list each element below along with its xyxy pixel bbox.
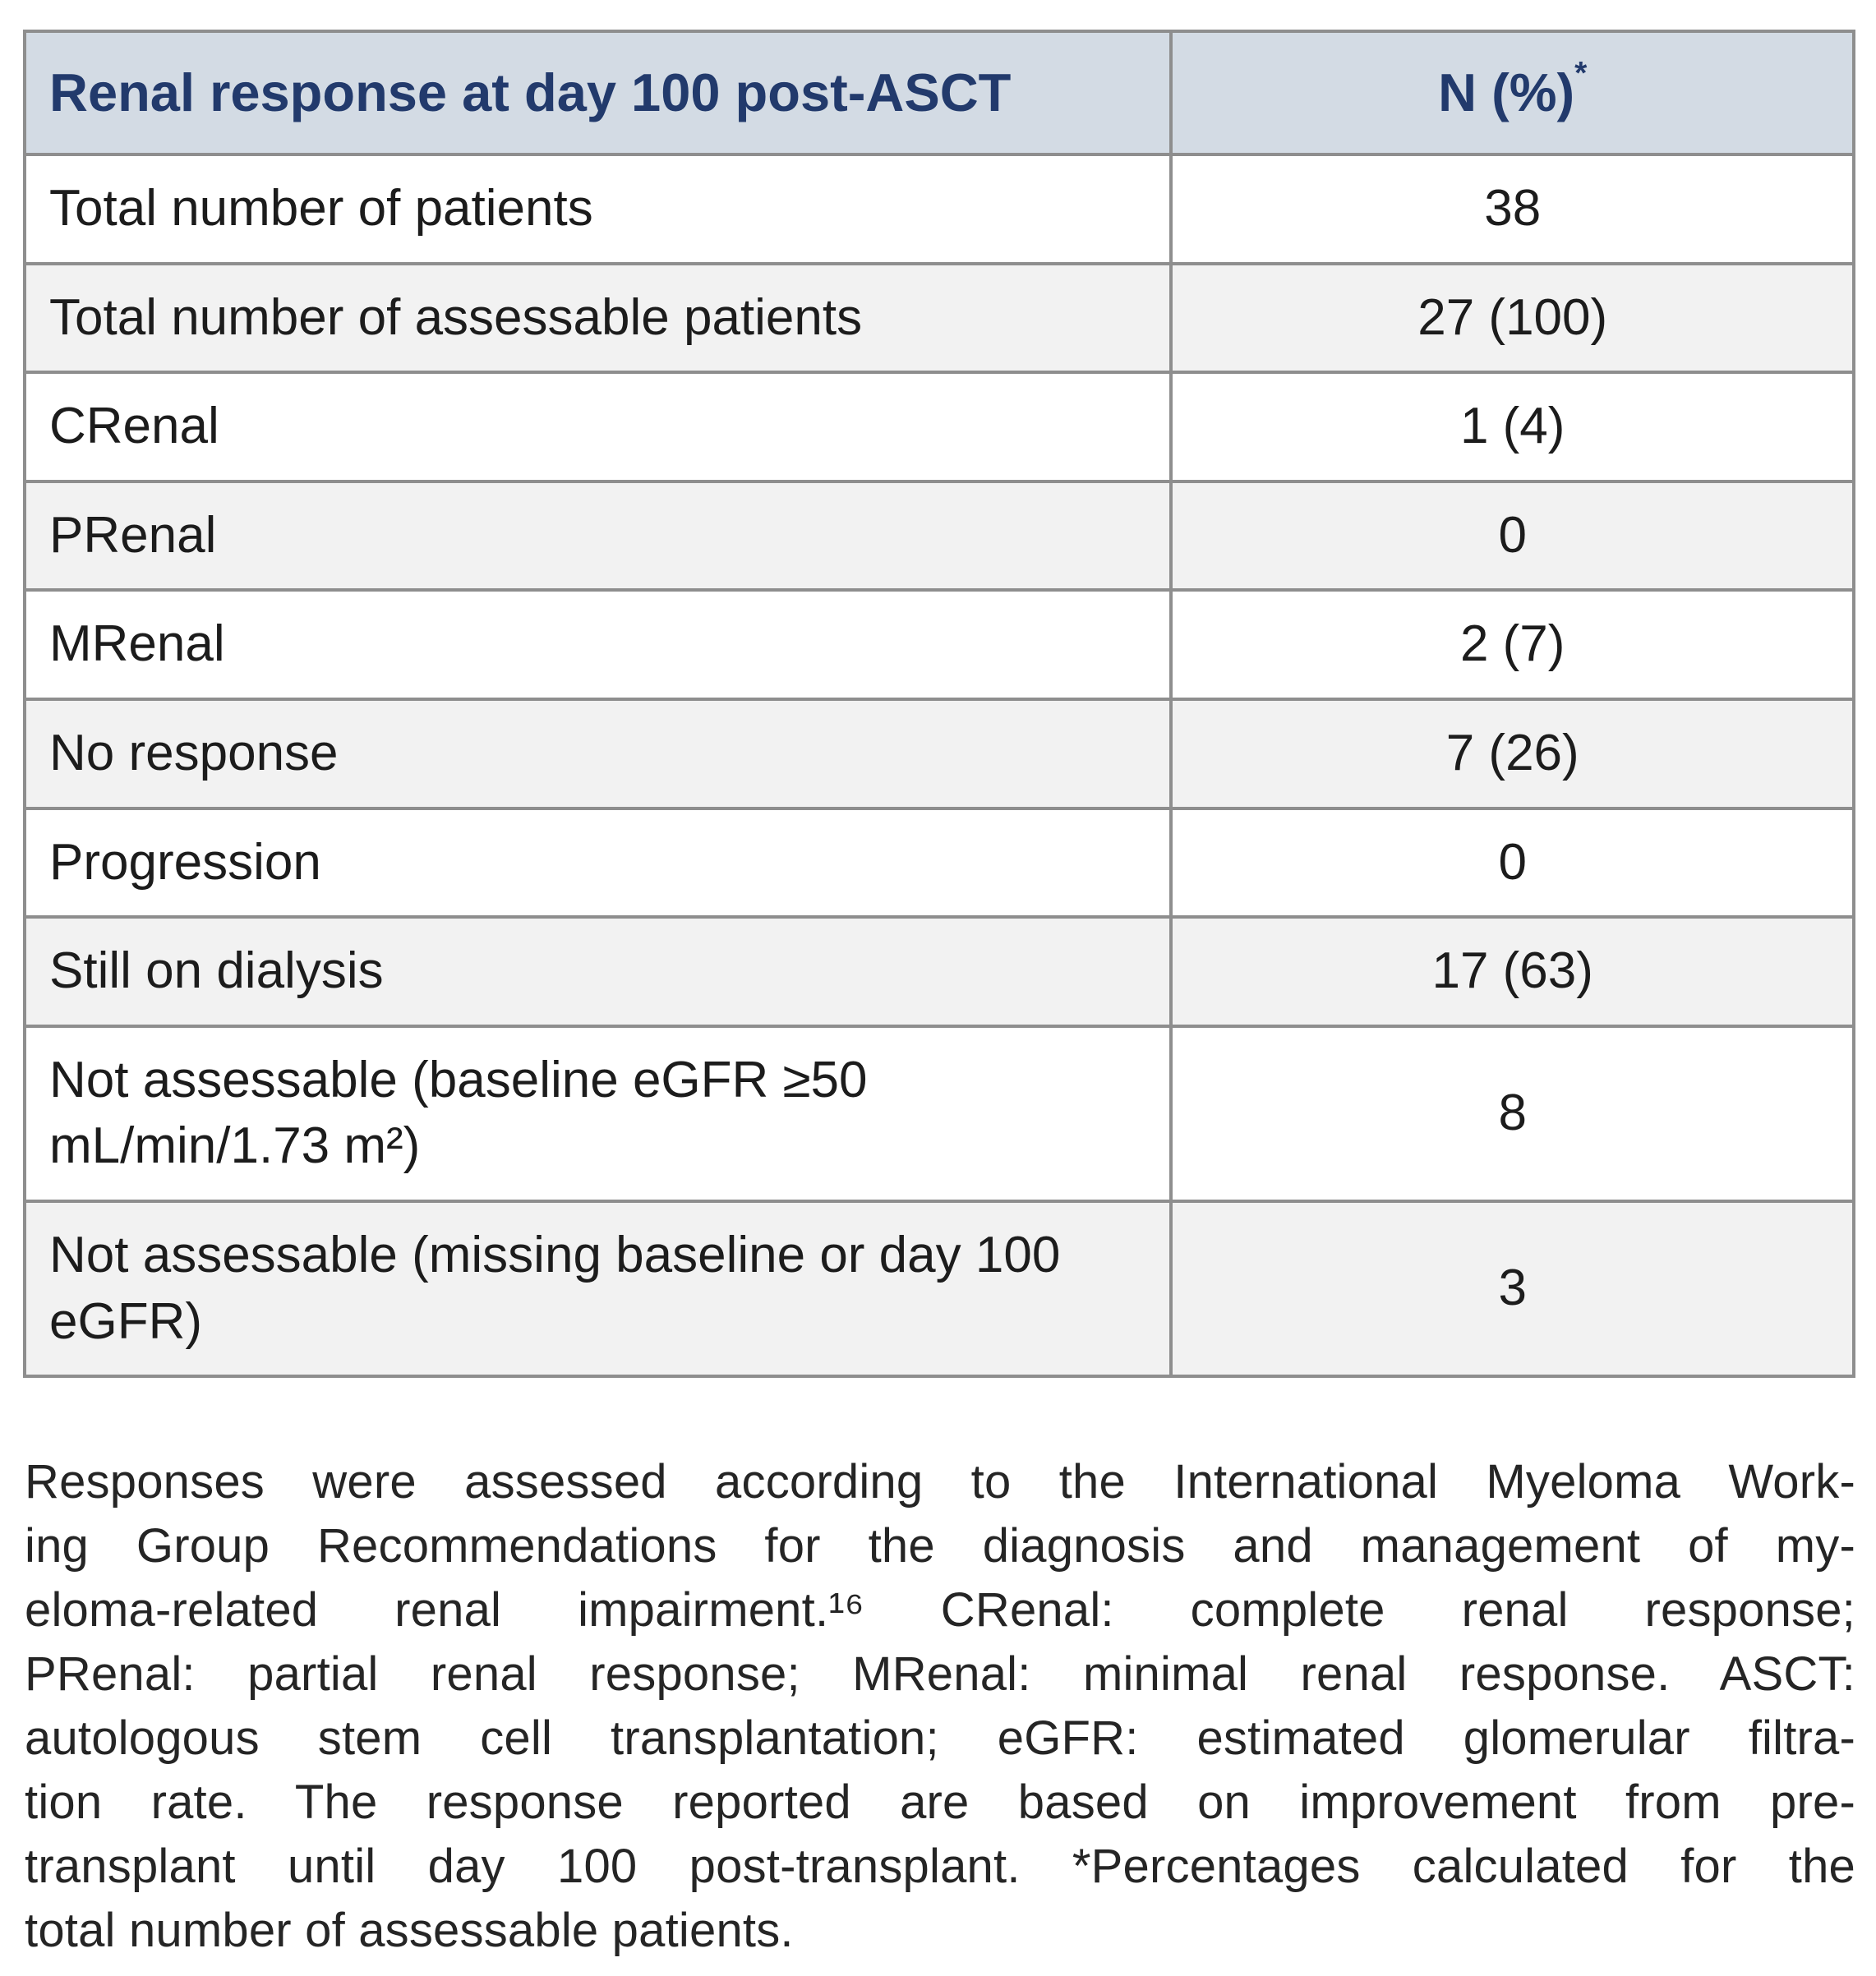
table-row: No response 7 (26) [26, 697, 1852, 807]
header-label-text: Renal response at day 100 post-ASCT [49, 62, 1012, 122]
row-value: 17 (63) [1431, 942, 1593, 1000]
row-label: Progression [26, 809, 1173, 916]
footnote-line: eloma-related renal impairment.¹⁶ CRenal… [25, 1583, 1855, 1637]
header-value-cell: N (%)* [1173, 33, 1852, 153]
n-percent-label: N (%) [1438, 62, 1575, 122]
footnote-line: Responses were assessed according to the… [25, 1455, 1855, 1509]
footnote-line: ing Group Recommendations for the diagno… [25, 1519, 1855, 1573]
table-footnote: Responses were assessed according to the… [25, 1450, 1855, 1963]
footnote-line: PRenal: partial renal response; MRenal: … [25, 1647, 1855, 1702]
row-value: 0 [1498, 833, 1527, 891]
row-label: MRenal [26, 592, 1173, 698]
table-row: Not assessable (baseline eGFR ≥50 mL/min… [26, 1024, 1852, 1200]
row-value: 38 [1484, 180, 1542, 237]
row-label: Still on dialysis [26, 919, 1173, 1025]
row-value: 27 (100) [1417, 288, 1608, 346]
footnote-line: total number of assessable patients. [25, 1904, 794, 1958]
row-label: Not assessable (baseline eGFR ≥50 mL/min… [26, 1027, 1173, 1200]
table-row: Total number of patients 38 [26, 153, 1852, 262]
table-row: CRenal 1 (4) [26, 371, 1852, 480]
row-label: PRenal [26, 482, 1173, 589]
table-row: Total number of assessable patients 27 (… [26, 261, 1852, 371]
table-row: Still on dialysis 17 (63) [26, 915, 1852, 1025]
header-label-cell: Renal response at day 100 post-ASCT [26, 33, 1173, 153]
row-value: 1 (4) [1459, 398, 1565, 455]
row-value: 0 [1498, 506, 1527, 564]
footnote-line: autologous stem cell transplantation; eG… [25, 1711, 1855, 1766]
header-value-text: N (%)* [1438, 55, 1588, 128]
row-label: Total number of assessable patients [26, 265, 1173, 371]
footnote-line: transplant until day 100 post-transplant… [25, 1840, 1855, 1894]
row-label: CRenal [26, 374, 1173, 480]
row-value: 3 [1498, 1260, 1527, 1317]
footnote-line: tion rate. The response reported are bas… [25, 1776, 1855, 1830]
table-row: Progression 0 [26, 806, 1852, 916]
row-value: 2 (7) [1459, 615, 1565, 673]
row-value: 8 [1498, 1085, 1527, 1142]
row-label: No response [26, 700, 1173, 807]
table-header-row: Renal response at day 100 post-ASCT N (%… [26, 33, 1852, 153]
table-row: PRenal 0 [26, 479, 1852, 589]
table-row: Not assessable (missing baseline or day … [26, 1199, 1852, 1375]
row-label: Not assessable (missing baseline or day … [26, 1202, 1173, 1375]
table-row: MRenal 2 (7) [26, 588, 1852, 698]
row-label: Total number of patients [26, 156, 1173, 262]
row-value: 7 (26) [1445, 724, 1579, 781]
renal-response-table: Renal response at day 100 post-ASCT N (%… [23, 30, 1855, 1379]
asterisk-superscript: * [1574, 55, 1588, 91]
